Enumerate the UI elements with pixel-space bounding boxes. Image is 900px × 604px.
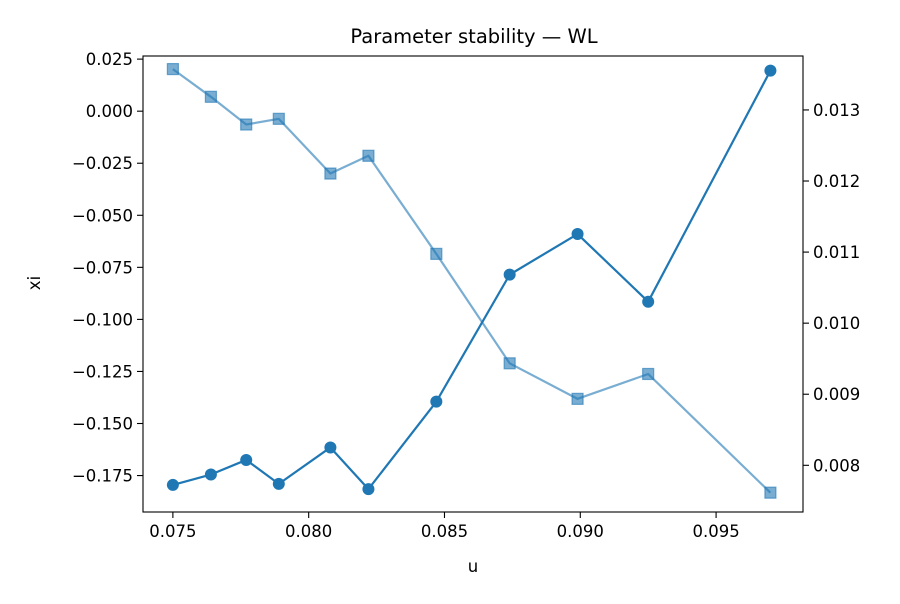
x-tick-label: 0.075 (149, 522, 196, 541)
y-tick-label: −0.175 (72, 467, 133, 486)
series-2-point (240, 118, 253, 131)
y-tick-label: 0.025 (86, 50, 133, 69)
series-1-point (166, 478, 179, 491)
series-1-point (571, 228, 584, 241)
series-1-point (272, 477, 285, 490)
series-2-point (503, 357, 516, 370)
y-tick-label: −0.050 (72, 206, 133, 225)
y2-tick-label: 0.012 (813, 172, 860, 191)
series-1-point (324, 441, 337, 454)
y2-tick-label: 0.008 (813, 456, 860, 475)
series-1-point (204, 468, 217, 481)
y-tick-label: −0.100 (72, 310, 133, 329)
x-tick-label: 0.095 (692, 522, 739, 541)
y-tick-label: −0.075 (72, 258, 133, 277)
y-tick-label: −0.125 (72, 362, 133, 381)
series-1-point (642, 295, 655, 308)
y2-tick-label: 0.010 (813, 314, 860, 333)
series-1-point (362, 483, 375, 496)
y2-tick-label: 0.011 (813, 243, 860, 262)
series-2-point (430, 247, 443, 260)
plot-frame (142, 55, 804, 513)
series-1-point (764, 64, 777, 77)
series-2-point (642, 367, 655, 381)
series-2-point (204, 90, 218, 103)
y2-tick-label: 0.009 (813, 385, 860, 404)
y-tick-label: −0.025 (72, 154, 133, 173)
x-tick-label: 0.085 (421, 522, 468, 541)
series-2-point (324, 167, 337, 180)
series-2-point (166, 62, 179, 76)
series-1-point (430, 395, 443, 408)
x-tick-label: 0.090 (557, 522, 604, 541)
chart-title: Parameter stability — WL (350, 25, 597, 48)
series-2-point (362, 149, 375, 162)
series-1-point (240, 453, 253, 466)
series-2-point (764, 486, 777, 499)
series-2-point (272, 112, 285, 125)
x-axis-label: u (468, 557, 478, 576)
y2-tick-label: 0.013 (813, 101, 860, 120)
series-1-point (503, 268, 516, 281)
x-tick-label: 0.080 (285, 522, 332, 541)
y-axis-label: xi (25, 276, 44, 290)
series-2-point (571, 392, 584, 405)
y-tick-label: −0.150 (72, 415, 133, 434)
plot-area: 0.075 0.080 0.085 0.090 0.095 0.025 0.000 −0.02… (72, 50, 860, 541)
y-tick-label: 0.000 (86, 102, 133, 121)
